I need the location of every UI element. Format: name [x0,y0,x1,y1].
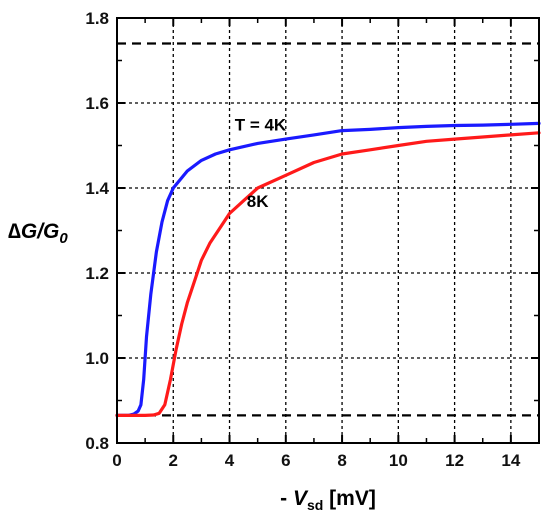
x-tick-label: 4 [225,451,235,470]
x-tick-label: 0 [112,451,121,470]
annotations: T = 4K 8K [235,116,287,212]
x-axis-title: - Vsd [mV] [280,487,376,513]
y-tick-label: 1.6 [85,94,109,113]
reference-lines [117,42,539,417]
y-tick-label: 1.4 [85,179,109,198]
x-tick-label: 6 [281,451,290,470]
x-tick-label: 12 [445,451,464,470]
plot-frame [116,17,540,444]
x-axis-unit: [mV] [323,487,376,510]
series-line-4k [115,121,541,417]
x-axis-subscript: sd [307,497,323,513]
x-axis-prefix: - [280,487,293,510]
x-tick-label: 10 [389,451,408,470]
y-tick-label: 1.0 [85,349,109,368]
x-tick-label: 2 [169,451,178,470]
y-axis-main: G/G [21,220,60,243]
series-label-8k: 8K [247,192,269,211]
y-axis-title: ∆G/G0 [8,220,68,247]
y-axis-delta: ∆ [8,220,21,243]
grid [117,18,539,443]
y-tick-label: 0.8 [85,434,109,453]
y-axis-subscript: 0 [59,230,68,247]
series-group [115,121,541,417]
y-tick-label: 1.2 [85,264,109,283]
ticks [116,17,539,444]
series-line-8k [115,131,541,417]
x-axis-symbol: V [293,487,309,510]
x-tick-label: 14 [501,451,520,470]
y-tick-label: 1.8 [85,9,109,28]
series-label-4k: T = 4K [235,116,287,135]
tick-labels: 0 2 4 6 8 10 12 14 0.8 1.0 1.2 1.4 1.6 1.8 [85,9,521,470]
x-tick-label: 8 [337,451,346,470]
